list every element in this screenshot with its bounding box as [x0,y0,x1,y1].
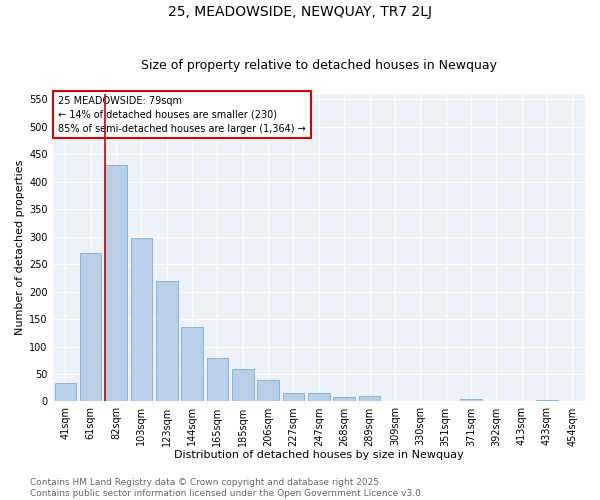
Text: Contains HM Land Registry data © Crown copyright and database right 2025.
Contai: Contains HM Land Registry data © Crown c… [30,478,424,498]
Bar [131,238,152,402]
Y-axis label: Number of detached properties: Number of detached properties [15,160,25,336]
Text: 25, MEADOWSIDE, NEWQUAY, TR7 2LJ: 25, MEADOWSIDE, NEWQUAY, TR7 2LJ [168,5,432,19]
Bar [536,400,558,402]
Bar [460,398,482,402]
X-axis label: Distribution of detached houses by size in Newquay: Distribution of detached houses by size … [174,450,464,460]
Bar [334,397,355,402]
Bar [55,384,76,402]
Bar [257,380,279,402]
Bar [308,392,329,402]
Bar [105,166,127,402]
Title: Size of property relative to detached houses in Newquay: Size of property relative to detached ho… [141,59,497,72]
Bar [181,328,203,402]
Bar [80,253,101,402]
Bar [206,358,228,402]
Bar [232,368,254,402]
Text: 25 MEADOWSIDE: 79sqm
← 14% of detached houses are smaller (230)
85% of semi-deta: 25 MEADOWSIDE: 79sqm ← 14% of detached h… [58,96,306,134]
Bar [156,280,178,402]
Bar [359,396,380,402]
Bar [283,393,304,402]
